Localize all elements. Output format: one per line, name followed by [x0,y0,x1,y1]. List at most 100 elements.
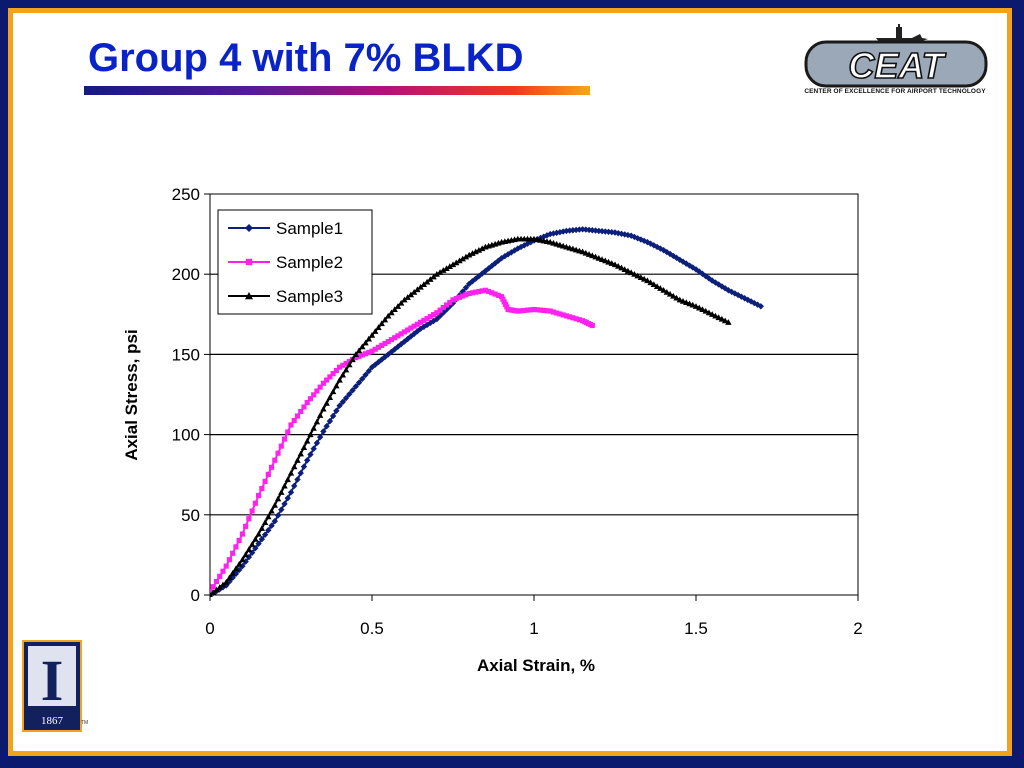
data-point [709,311,716,317]
data-point [281,482,288,489]
data-point [699,306,706,313]
data-point [501,299,507,305]
data-point [355,347,363,354]
data-point [437,307,443,313]
data-point [307,431,314,438]
data-point [352,383,359,390]
data-point [346,358,352,365]
data-point [372,328,379,334]
x-tick-label: 1 [529,619,538,638]
data-point [365,367,372,375]
data-point [624,267,632,274]
university-year: 1867 [41,715,64,727]
data-point [324,377,330,383]
data-point [679,258,687,265]
data-point [300,463,308,470]
legend-item: Sample2 [228,253,343,272]
data-point [431,312,437,318]
data-point [712,312,719,319]
axes: 0 50 100 150 200 250 0 0.5 1 1.5 2 [172,185,863,638]
data-point [469,290,475,296]
data-point [547,308,553,314]
data-point [281,500,288,508]
data-point [521,242,528,249]
data-point [219,581,227,588]
data-point [423,278,431,285]
data-point [508,249,515,256]
data-point [518,308,524,314]
data-point [355,379,363,386]
data-point [511,247,518,254]
data-point [281,436,288,442]
y-tick-label: 50 [181,506,200,525]
data-point [531,306,537,313]
data-point [287,469,295,476]
data-point [567,314,573,320]
data-point [628,269,635,276]
data-point [715,314,722,321]
data-point [408,325,414,331]
data-point [275,450,281,456]
data-point [291,417,297,424]
data-point [631,271,638,277]
legend-label: Sample3 [276,287,343,306]
data-point [462,253,470,260]
data-point [291,482,298,490]
data-point [291,463,298,470]
data-point [407,291,415,298]
data-point [673,254,680,262]
data-point [298,408,304,415]
data-point [573,316,579,322]
data-point [258,525,266,531]
data-point [294,476,301,483]
data-point [547,230,554,238]
data-point [585,226,593,234]
data-point [450,297,456,303]
data-point [252,500,258,506]
series-sample3 [210,235,732,597]
data-point [256,492,262,499]
y-tick-label: 150 [172,345,200,364]
data-point [699,270,706,278]
data-point [453,296,459,302]
data-point [333,407,340,415]
data-point [274,512,282,519]
data-point [456,257,463,264]
legend-label: Sample2 [276,253,343,272]
data-point [245,258,253,266]
data-point [618,230,625,237]
data-point [356,353,362,359]
data-point [660,246,667,254]
logo-text: CEAT [848,45,946,86]
data-point [349,387,356,394]
data-point [220,568,226,574]
data-point [398,331,404,337]
data-point [628,232,635,239]
data-point [692,303,700,309]
data-point [245,546,253,553]
data-point [248,541,256,547]
data-point [327,374,333,380]
legend-item: Sample3 [228,287,343,306]
data-point [433,271,440,277]
data-point [261,519,269,526]
data-point [239,556,246,563]
data-point [339,398,347,406]
data-point [462,284,470,291]
data-point [463,292,469,298]
data-point [521,307,527,314]
data-point [226,578,233,585]
data-point [297,469,304,477]
data-point [278,506,285,513]
data-point [459,255,466,262]
data-point [514,245,521,252]
data-point [336,376,343,383]
data-point [436,269,444,275]
data-point [301,404,307,410]
data-point [365,335,372,342]
data-point [447,299,453,305]
data-point [405,327,411,333]
data-point [466,251,473,258]
data-point [278,443,284,449]
data-point [381,316,389,323]
